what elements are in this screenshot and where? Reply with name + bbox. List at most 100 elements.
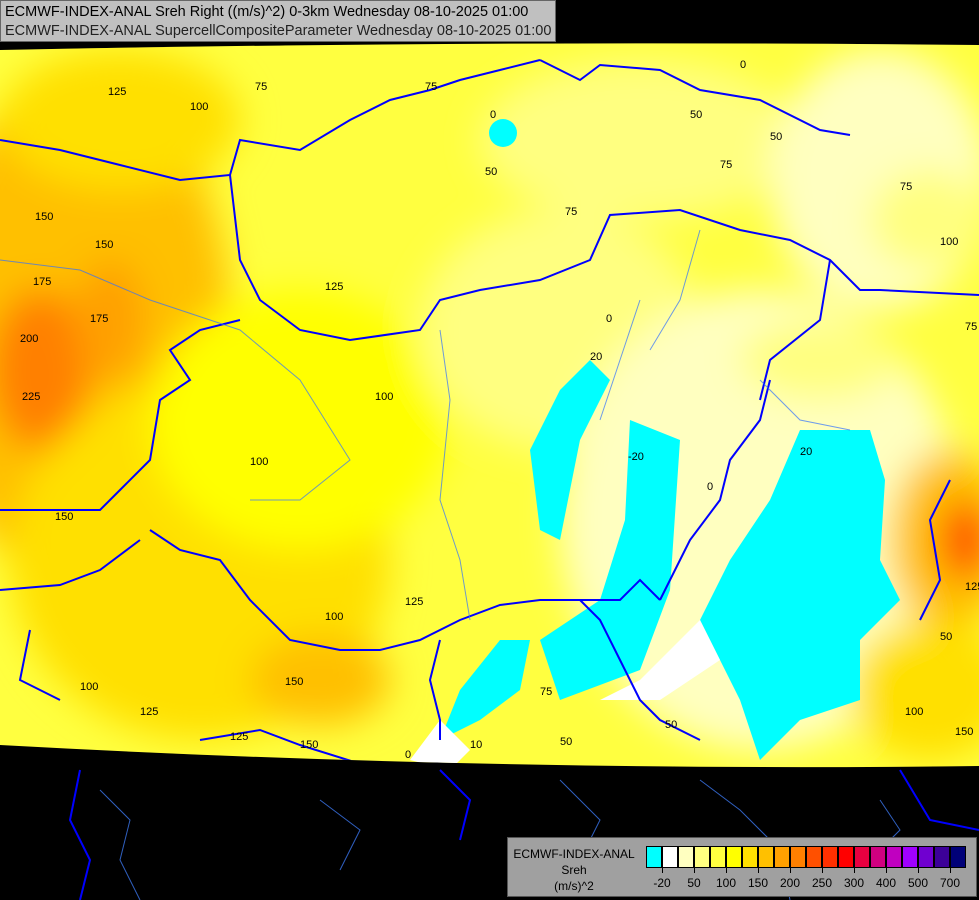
contour-label: 0 [740, 59, 746, 71]
legend-swatch [886, 846, 902, 868]
contour-label: 75 [565, 206, 577, 218]
contour-label: 100 [375, 391, 393, 403]
legend-tick-label: 700 [939, 876, 961, 890]
contour-label: 150 [95, 239, 113, 251]
legend-swatch [774, 846, 790, 868]
contour-label: 50 [560, 736, 572, 748]
contour-label: 125 [230, 731, 248, 743]
legend-swatch [694, 846, 710, 868]
legend-swatch [950, 846, 966, 868]
contour-label: 50 [770, 131, 782, 143]
rivers [0, 229, 851, 621]
legend-tick-label: 300 [843, 876, 865, 890]
map-title-box: ECMWF-INDEX-ANAL Sreh Right ((m/s)^2) 0-… [0, 0, 556, 42]
contour-label: 50 [940, 631, 952, 643]
legend-tick [918, 867, 919, 873]
legend-unit: (m/s)^2 [554, 879, 594, 893]
contour-label: 150 [285, 676, 303, 688]
legend-swatch [758, 846, 774, 868]
legend-tick-label: 400 [875, 876, 897, 890]
legend-swatch [726, 846, 742, 868]
legend-swatch [854, 846, 870, 868]
legend-swatch [646, 846, 662, 868]
legend-tick [950, 867, 951, 873]
contour-label: 20 [800, 446, 812, 458]
legend-variable: Sreh [561, 863, 587, 877]
contour-label: 100 [250, 456, 268, 468]
legend-swatch [678, 846, 694, 868]
contour-label: 75 [720, 159, 732, 171]
legend-swatch [662, 846, 678, 868]
title-line-2: ECMWF-INDEX-ANAL SupercellCompositeParam… [5, 23, 552, 39]
contour-label: 100 [325, 611, 343, 623]
legend-tick [790, 867, 791, 873]
contour-label: 125 [108, 86, 126, 98]
legend-tick [694, 867, 695, 873]
contour-label: 0 [490, 109, 496, 121]
legend-tick [886, 867, 887, 873]
contour-label: 125 [405, 596, 423, 608]
legend-tick [662, 867, 663, 873]
contour-label: -20 [628, 451, 644, 463]
contour-label: 0 [707, 481, 713, 493]
title-line-1: ECMWF-INDEX-ANAL Sreh Right ((m/s)^2) 0-… [5, 4, 529, 20]
legend-tick [758, 867, 759, 873]
legend-tick-label: 150 [747, 876, 769, 890]
contour-label: 0 [405, 749, 411, 761]
country-borders [0, 59, 979, 768]
contour-label: 20 [590, 351, 602, 363]
legend-swatch [838, 846, 854, 868]
negative-sreh-regions [410, 119, 900, 768]
contour-label: 50 [690, 109, 702, 121]
contour-label: 100 [190, 101, 208, 113]
legend-swatch [806, 846, 822, 868]
contour-label: 125 [965, 581, 979, 593]
contour-label: 200 [20, 333, 38, 345]
legend-tick-label: 250 [811, 876, 833, 890]
contour-label: 100 [80, 681, 98, 693]
legend-tick-label: 100 [715, 876, 737, 890]
legend-swatch [902, 846, 918, 868]
contour-label: 75 [425, 81, 437, 93]
legend-tick-label: -20 [653, 876, 671, 890]
legend-swatch [934, 846, 950, 868]
contour-label: 150 [35, 211, 53, 223]
legend-tick [822, 867, 823, 873]
contour-label: 225 [22, 391, 40, 403]
contour-label: 0 [606, 313, 612, 325]
contour-label: 150 [955, 726, 973, 738]
legend-swatch [710, 846, 726, 868]
contour-label: 125 [140, 706, 158, 718]
legend-swatch [918, 846, 934, 868]
legend-tick [726, 867, 727, 873]
contour-label: 75 [900, 181, 912, 193]
contour-label: 75 [255, 81, 267, 93]
legend-tick-label: 50 [687, 876, 701, 890]
legend-tick-label: 200 [779, 876, 801, 890]
contour-label: 150 [55, 511, 73, 523]
contour-label: 75 [965, 321, 977, 333]
legend-swatch [822, 846, 838, 868]
legend-swatch [742, 846, 758, 868]
contour-label: 10 [470, 739, 482, 751]
contour-label: 175 [33, 276, 51, 288]
contour-label: 100 [940, 236, 958, 248]
contour-label: 125 [325, 281, 343, 293]
legend-swatch [790, 846, 806, 868]
contour-label: 175 [90, 313, 108, 325]
contour-label: 50 [485, 166, 497, 178]
contour-label: 50 [665, 719, 677, 731]
legend-swatch [870, 846, 886, 868]
contour-label: 75 [540, 686, 552, 698]
outer-borders [68, 769, 979, 900]
legend-tick-label: 500 [907, 876, 929, 890]
contour-label: 100 [905, 706, 923, 718]
contour-label: 150 [300, 739, 318, 751]
legend-model: ECMWF-INDEX-ANAL [513, 847, 635, 861]
color-legend: ECMWF-INDEX-ANAL Sreh (m/s)^2 -20 50 100 15… [507, 837, 977, 897]
legend-tick [854, 867, 855, 873]
